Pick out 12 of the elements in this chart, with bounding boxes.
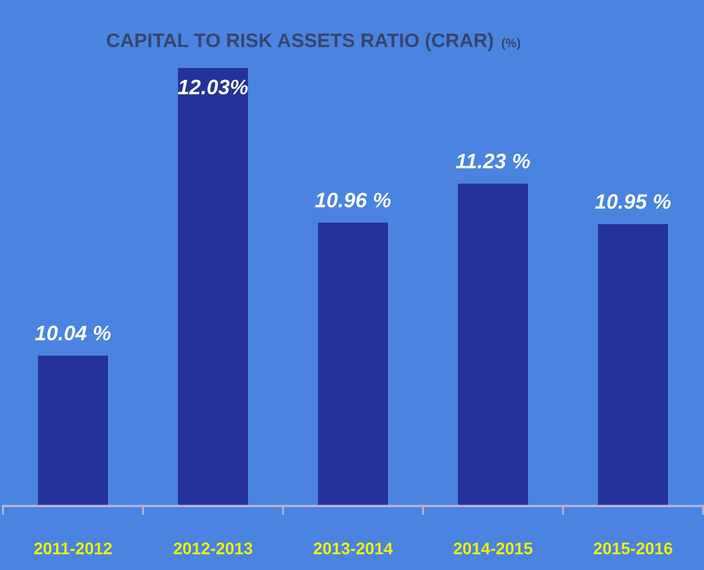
data-label: 11.23 % — [456, 154, 530, 168]
data-label: 10.96 % — [315, 192, 391, 208]
data-label: 12.03% — [178, 80, 248, 94]
data-label: 10.04 % — [35, 326, 111, 340]
x-tick-label: 2015-2016 — [594, 542, 672, 554]
x-tick-label: 2014-2015 — [454, 542, 532, 554]
data-label: 10.95 % — [595, 194, 671, 209]
chart-title: CAPITAL TO RISK ASSETS RATIO (CRAR) — [106, 32, 493, 52]
x-tick-label: 2013-2014 — [314, 542, 393, 554]
x-tick-label: 2011-2012 — [34, 542, 112, 554]
chart-subtitle: (%) — [502, 38, 520, 50]
x-tick-label: 2012-2013 — [174, 542, 252, 554]
